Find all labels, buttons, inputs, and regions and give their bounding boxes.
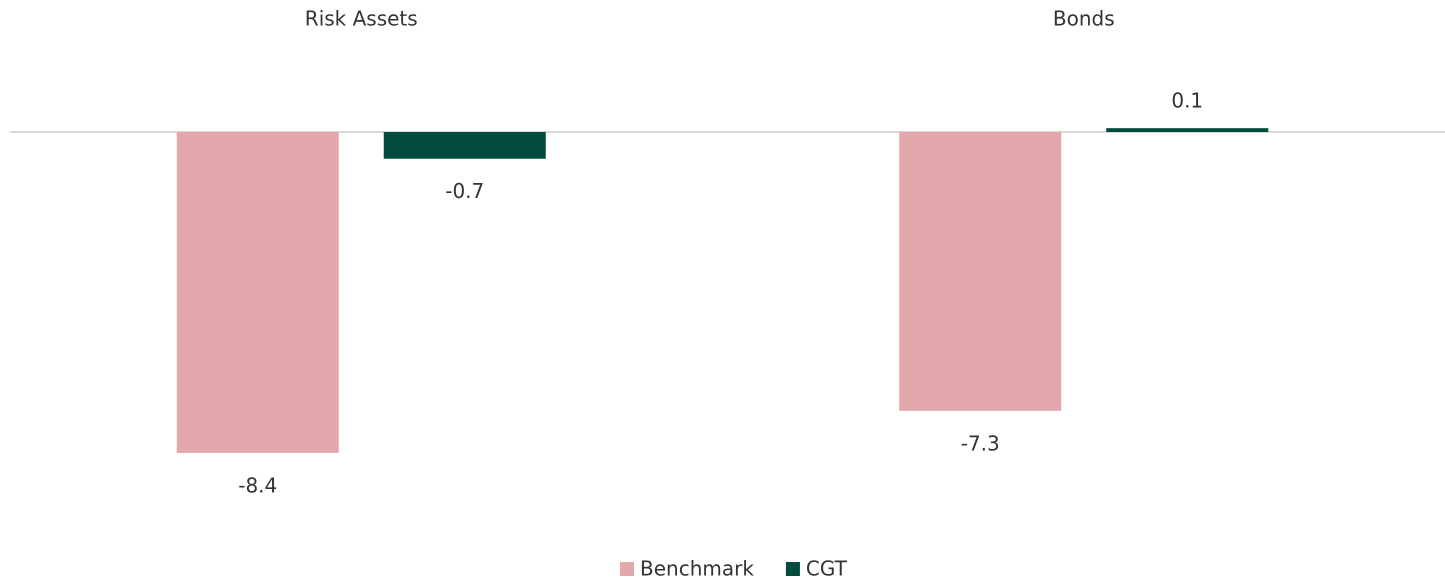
value-label: -7.3	[961, 431, 1000, 455]
value-label: 0.1	[1171, 89, 1203, 113]
bar	[176, 132, 339, 453]
value-label: -0.7	[445, 179, 484, 203]
bar	[1106, 128, 1269, 132]
category-label: Bonds	[1053, 7, 1115, 31]
bar	[383, 132, 546, 159]
legend-label: CGT	[806, 557, 848, 581]
legend-label: Benchmark	[640, 557, 754, 581]
value-label: -8.4	[238, 473, 277, 497]
bar	[899, 132, 1062, 411]
legend-swatch	[785, 562, 800, 576]
category-label: Risk Assets	[305, 7, 418, 31]
legend-swatch	[620, 562, 634, 576]
